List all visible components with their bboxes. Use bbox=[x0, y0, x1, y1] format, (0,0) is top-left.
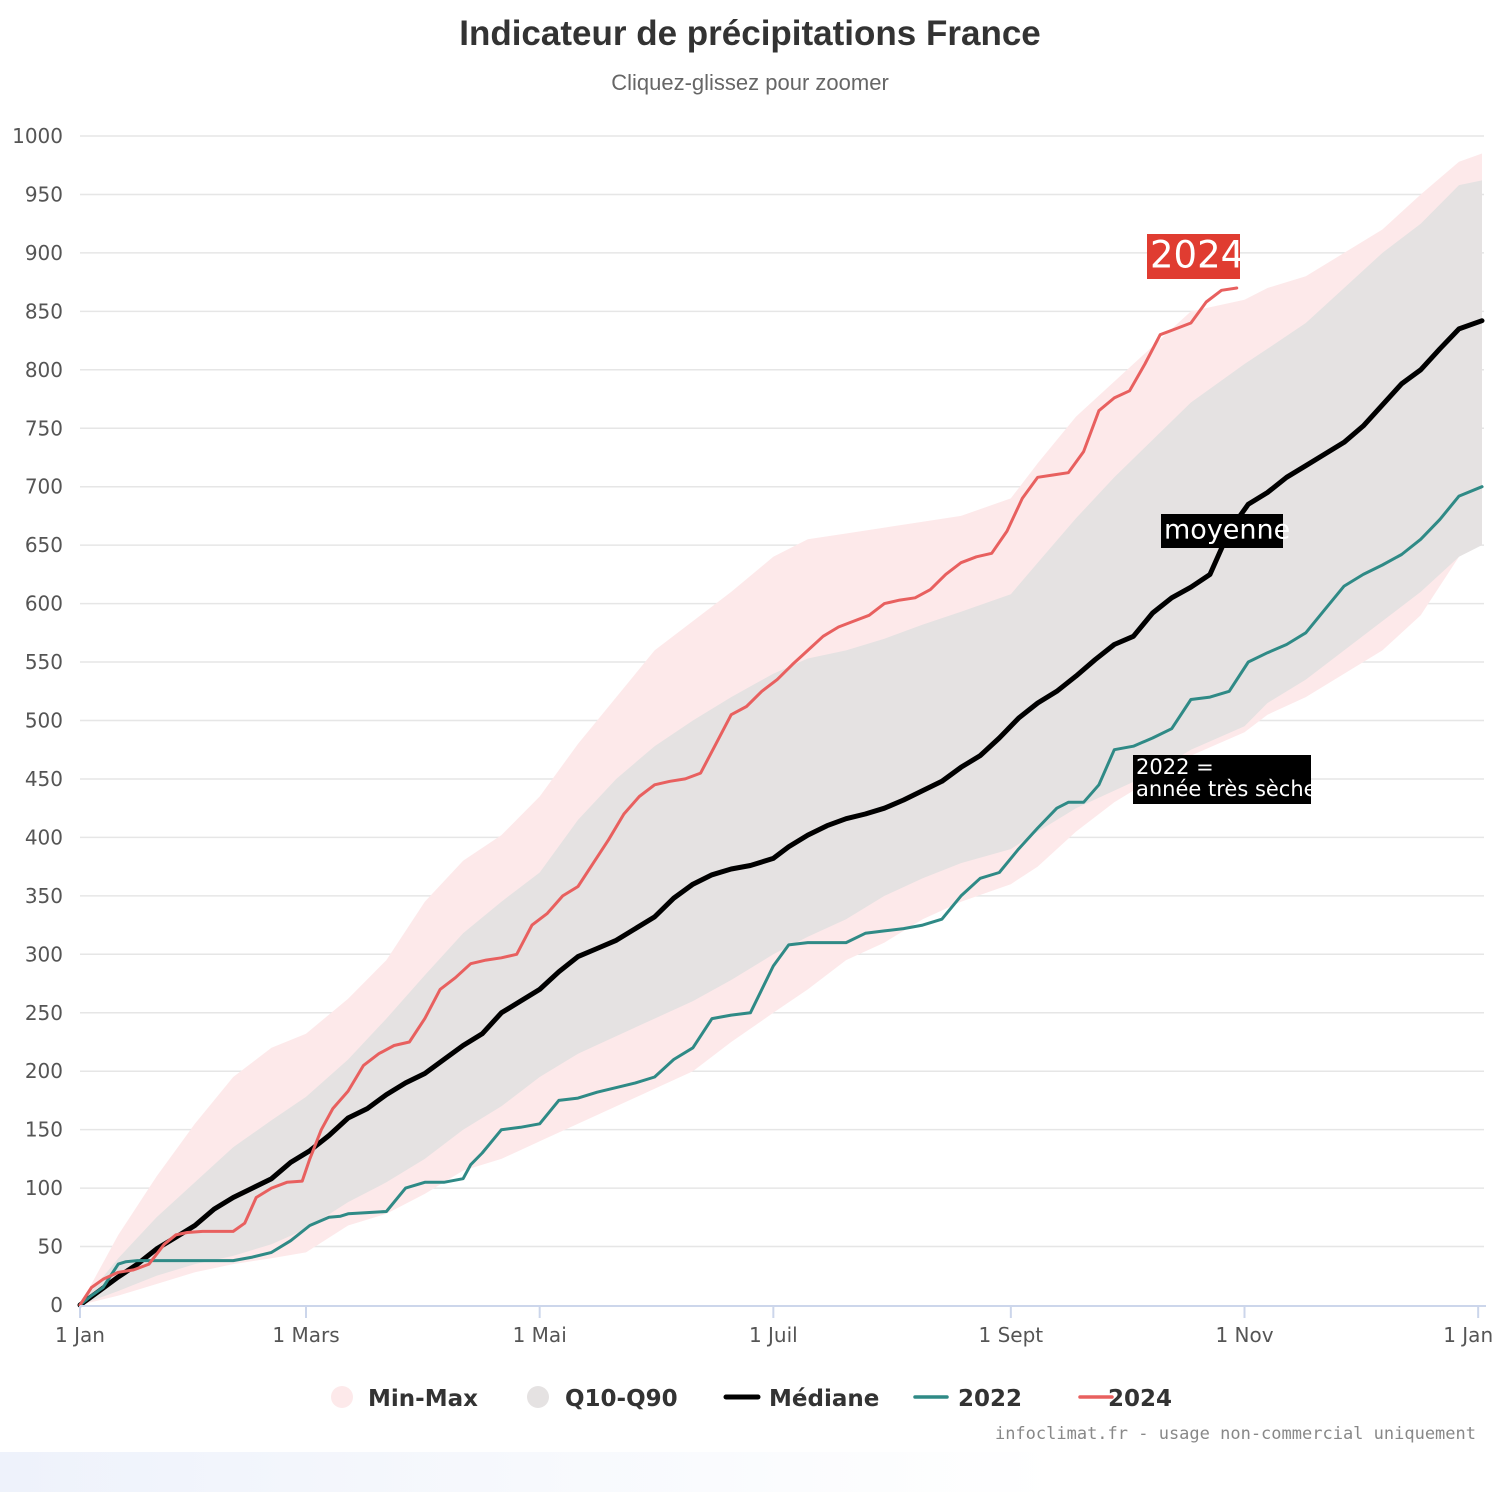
legend-label: Q10-Q90 bbox=[565, 1386, 678, 1412]
y-tick-label: 850 bbox=[25, 299, 63, 323]
y-tick-label: 50 bbox=[38, 1235, 63, 1259]
annotation-2024-text: 2024 bbox=[1150, 233, 1244, 276]
series-line-2024[interactable] bbox=[78, 286, 1239, 1307]
legend-item-min-max[interactable]: Min-Max bbox=[331, 1386, 478, 1412]
y-tick-label: 1000 bbox=[12, 124, 63, 148]
series-line-2022[interactable] bbox=[78, 485, 1484, 1307]
x-tick-label: 1 Mai bbox=[513, 1323, 567, 1347]
axes-layer: 0 50 100 150 200 250 300 350 400 450 500 550 600 650 7… bbox=[12, 124, 1493, 1347]
legend[interactable]: Min-Max Q10-Q90 Médiane 2022 2024 bbox=[331, 1386, 1172, 1412]
y-tick-label: 250 bbox=[25, 1001, 63, 1025]
legend-label: Min-Max bbox=[368, 1386, 478, 1412]
y-tick-label: 300 bbox=[25, 942, 63, 966]
chart-subtitle: Cliquez-glissez pour zoomer bbox=[611, 70, 889, 95]
legend-label: 2024 bbox=[1108, 1386, 1172, 1412]
x-tick-label: 1 Juil bbox=[749, 1323, 798, 1347]
credit-text: infoclimat.fr - usage non-commercial uni… bbox=[994, 1424, 1476, 1444]
y-tick-label: 750 bbox=[25, 416, 63, 440]
y-tick-label: 400 bbox=[25, 825, 63, 849]
y-tick-label: 100 bbox=[25, 1176, 63, 1200]
legend-item-2022[interactable]: 2022 bbox=[913, 1386, 1022, 1412]
annotation-2022: 2022 =année très sèche bbox=[1133, 755, 1317, 804]
series-lines-layer bbox=[77, 286, 1485, 1308]
annotations-layer: 2024 moyenne 2022 =année très sèche bbox=[1133, 233, 1317, 804]
y-tick-label: 0 bbox=[50, 1293, 63, 1317]
band-q10-q90[interactable] bbox=[80, 180, 1482, 1305]
x-tick-label: 1 Jan bbox=[55, 1323, 105, 1347]
x-tick-label: 1 Jan bbox=[1443, 1323, 1493, 1347]
y-tick-label: 500 bbox=[25, 709, 63, 733]
y-tick-label: 200 bbox=[25, 1059, 63, 1083]
annotation-moyenne: moyenne bbox=[1161, 514, 1290, 548]
y-tick-label: 700 bbox=[25, 475, 63, 499]
annotation-2022-text: année très sèche bbox=[1136, 777, 1317, 801]
y-tick-label: 800 bbox=[25, 358, 63, 382]
y-tick-label: 650 bbox=[25, 533, 63, 557]
y-tick-label: 150 bbox=[25, 1118, 63, 1142]
legend-label: 2022 bbox=[958, 1386, 1022, 1412]
x-tick-label: 1 Sept bbox=[979, 1323, 1044, 1347]
x-tick-label: 1 Nov bbox=[1215, 1323, 1273, 1347]
legend-circle-icon bbox=[331, 1386, 353, 1408]
legend-label: Médiane bbox=[769, 1386, 879, 1412]
y-tick-label: 350 bbox=[25, 884, 63, 908]
y-tick-label: 550 bbox=[25, 650, 63, 674]
annotation-2022-text: 2022 = bbox=[1136, 755, 1214, 779]
bottom-strip bbox=[0, 1452, 1512, 1492]
y-tick-label: 600 bbox=[25, 592, 63, 616]
y-tick-label: 950 bbox=[25, 182, 63, 206]
legend-item-q10-q90[interactable]: Q10-Q90 bbox=[527, 1386, 678, 1412]
x-tick-label: 1 Mars bbox=[272, 1323, 339, 1347]
annotation-moyenne-text: moyenne bbox=[1164, 514, 1290, 545]
legend-item-m-diane[interactable]: Médiane bbox=[723, 1386, 879, 1412]
legend-item-2024[interactable]: 2024 bbox=[1078, 1386, 1172, 1412]
annotation-2024: 2024 bbox=[1147, 233, 1244, 279]
bands-layer bbox=[80, 153, 1482, 1305]
y-tick-label: 450 bbox=[25, 767, 63, 791]
chart-title: Indicateur de précipitations France bbox=[459, 14, 1041, 53]
y-tick-label: 900 bbox=[25, 241, 63, 265]
legend-circle-icon bbox=[527, 1386, 549, 1408]
